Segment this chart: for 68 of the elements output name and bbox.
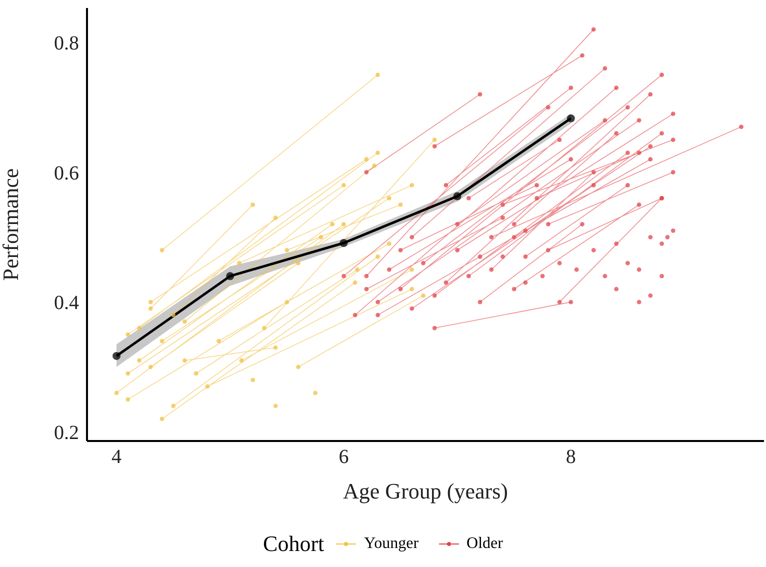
point — [148, 300, 153, 304]
point — [112, 352, 121, 360]
legend-label: Older — [466, 535, 503, 553]
x-axis-title: Age Group (years) — [343, 478, 508, 504]
point — [126, 371, 130, 376]
x-tick-label: 8 — [566, 446, 576, 468]
point — [410, 267, 414, 272]
point — [284, 300, 290, 304]
point — [182, 358, 187, 363]
point — [330, 222, 335, 226]
point — [273, 404, 278, 408]
point — [376, 150, 380, 155]
point — [372, 164, 377, 168]
point — [296, 364, 300, 370]
point — [352, 280, 358, 285]
point — [566, 114, 575, 122]
point — [398, 202, 403, 207]
point — [160, 416, 164, 422]
point — [262, 326, 266, 330]
point — [364, 157, 369, 162]
point — [182, 319, 187, 324]
point — [216, 338, 221, 344]
point — [386, 196, 392, 200]
point — [376, 254, 380, 259]
point — [376, 72, 380, 78]
point — [250, 378, 256, 382]
point — [421, 293, 426, 298]
point — [313, 390, 318, 396]
point — [114, 390, 119, 396]
point — [355, 267, 360, 272]
point — [318, 234, 324, 240]
y-tick-label: 0.2 — [54, 422, 79, 444]
point — [342, 222, 346, 226]
y-tick-label: 0.8 — [54, 32, 79, 55]
point — [296, 260, 300, 266]
point — [239, 358, 244, 363]
y-tick-label: 0.6 — [54, 162, 79, 184]
point — [386, 241, 392, 246]
point — [273, 215, 278, 220]
point — [137, 358, 142, 363]
point — [148, 306, 153, 311]
x-tick-label: 6 — [338, 446, 349, 468]
y-axis-title: Performance — [0, 168, 23, 281]
point — [273, 345, 278, 350]
point — [126, 397, 130, 402]
legend-title: Cohort — [263, 531, 324, 557]
legend-label: Younger — [363, 535, 419, 553]
point — [453, 192, 462, 200]
point — [137, 326, 142, 330]
point — [340, 239, 348, 247]
point — [237, 260, 242, 266]
point — [410, 183, 414, 188]
point — [160, 248, 164, 252]
point — [148, 364, 153, 370]
point — [205, 384, 210, 389]
x-tick-label: 4 — [112, 446, 122, 468]
point — [432, 138, 437, 142]
point — [160, 338, 164, 344]
y-tick-label: 0.4 — [54, 292, 79, 314]
point — [194, 371, 198, 376]
point — [410, 286, 414, 292]
point — [250, 202, 256, 207]
point — [171, 404, 176, 408]
point — [226, 272, 234, 280]
point — [126, 332, 130, 337]
point — [342, 183, 346, 188]
point — [171, 312, 176, 318]
point — [284, 248, 290, 252]
